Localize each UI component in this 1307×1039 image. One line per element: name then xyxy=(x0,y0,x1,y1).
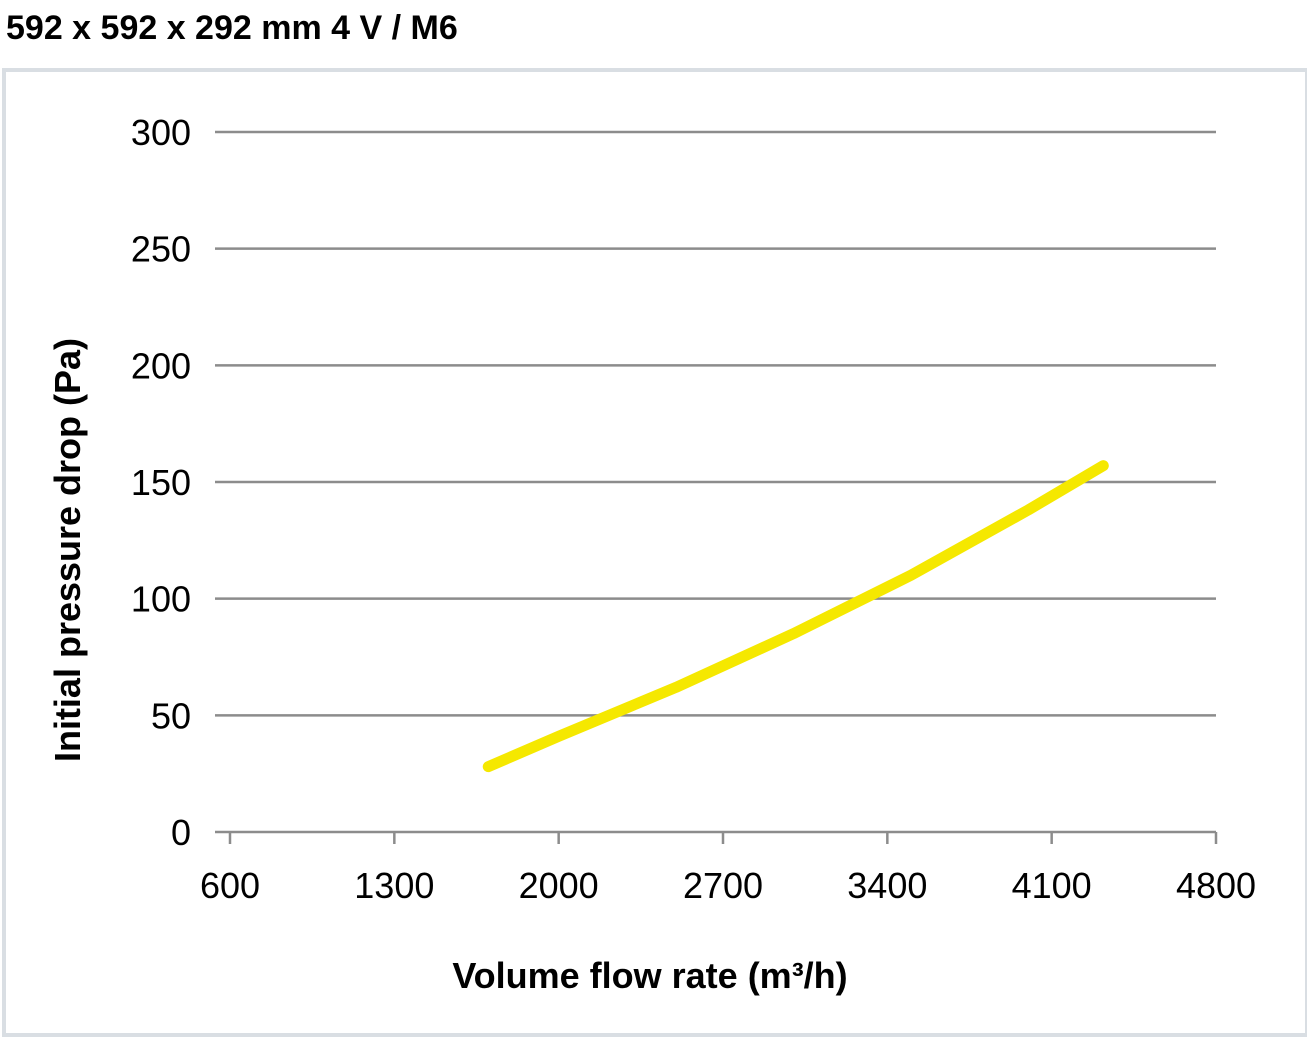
tick-labels: 0 50 100 150 200 250 300 600 1300 2000 2700 3400 410… xyxy=(131,112,1256,906)
x-tick-label: 4100 xyxy=(1012,865,1092,906)
y-tick-label: 300 xyxy=(131,112,191,153)
y-tick-label: 200 xyxy=(131,345,191,386)
y-tick-label: 100 xyxy=(131,579,191,620)
y-tick-label: 0 xyxy=(171,812,191,853)
page-title: 592 x 592 x 292 mm 4 V / M6 xyxy=(6,9,458,47)
x-axis xyxy=(215,830,1218,844)
chart-frame xyxy=(2,68,1307,1037)
y-tick-label: 50 xyxy=(151,695,191,736)
series-line xyxy=(482,460,1109,773)
x-axis-title: Volume flow rate (m³/h) xyxy=(452,955,847,996)
x-tick-label: 2000 xyxy=(519,865,599,906)
y-tick-label: 250 xyxy=(131,229,191,270)
x-tick-label: 600 xyxy=(200,865,260,906)
x-tick-label: 4800 xyxy=(1176,865,1256,906)
y-axis-title: Initial pressure drop (Pa) xyxy=(47,338,88,762)
x-tick-label: 1300 xyxy=(354,865,434,906)
x-tick-label: 2700 xyxy=(683,865,763,906)
series-layer xyxy=(482,460,1109,773)
x-tick-label: 3400 xyxy=(847,865,927,906)
gridlines xyxy=(215,130,1216,717)
y-tick-label: 150 xyxy=(131,462,191,503)
